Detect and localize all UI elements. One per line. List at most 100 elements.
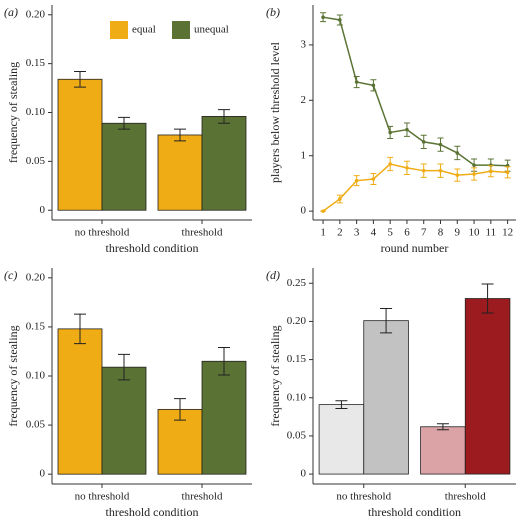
x-tick-label: 6 <box>404 227 410 239</box>
y-tick-label: 0.15 <box>26 57 46 69</box>
point <box>472 163 476 167</box>
y-tick-label: 0.25 <box>287 277 307 289</box>
point <box>438 168 443 173</box>
error-bar <box>380 307 393 334</box>
x-axis-title: threshold condition <box>368 505 461 517</box>
y-tick-label: 0 <box>301 205 307 217</box>
y-tick-label: 0.20 <box>26 271 46 283</box>
error-bar <box>74 70 86 88</box>
point <box>505 170 510 175</box>
x-tick-label: 8 <box>438 227 444 239</box>
y-axis-title: frequency of stealing <box>6 325 20 426</box>
y-tick-label: 0.10 <box>26 370 46 382</box>
point <box>371 177 376 181</box>
error-bar <box>74 313 86 345</box>
x-tick-label: 2 <box>337 227 343 239</box>
error-bar <box>218 109 230 124</box>
x-axis-title: threshold condition <box>106 241 199 255</box>
bar <box>201 360 247 475</box>
x-tick-label: no threshold <box>75 227 130 239</box>
error-bar <box>174 128 186 142</box>
legend-label: equal <box>132 24 156 36</box>
bar <box>464 298 511 475</box>
bar <box>420 426 466 475</box>
x-tick-label: threshold <box>182 491 223 503</box>
bar <box>57 78 103 211</box>
point <box>489 169 493 174</box>
y-tick-label: 0.15 <box>26 320 46 332</box>
y-tick-label: 0.20 <box>287 315 307 327</box>
bar <box>101 366 147 475</box>
bar <box>201 116 247 211</box>
x-tick-label: 1 <box>320 227 326 239</box>
y-tick-label: 0 <box>40 204 46 216</box>
point <box>321 209 325 213</box>
error-bar <box>218 347 230 376</box>
x-tick-label: 9 <box>455 227 461 239</box>
y-tick-label: 2 <box>301 94 307 106</box>
bar <box>101 122 147 211</box>
point <box>321 15 325 19</box>
y-tick-label: 0.05 <box>26 419 46 431</box>
y-tick-label: 0.15 <box>287 353 307 365</box>
x-axis-title: round number <box>381 241 449 255</box>
error-bar <box>436 423 449 431</box>
y-tick-label: 3 <box>301 38 307 50</box>
point <box>472 172 476 176</box>
point <box>421 140 426 144</box>
bar <box>157 134 203 211</box>
x-tick-label: threshold <box>445 491 486 503</box>
x-tick-label: 5 <box>387 227 393 239</box>
point <box>388 130 392 135</box>
x-axis-title: threshold condition <box>106 505 199 517</box>
panel-label: (c) <box>4 268 17 282</box>
line <box>322 163 508 212</box>
x-tick-label: 10 <box>469 227 481 239</box>
y-axis-title: frequency of stealing <box>268 325 282 426</box>
point <box>371 83 376 88</box>
panel-label: (d) <box>266 268 280 282</box>
x-tick-label: 11 <box>486 227 497 239</box>
panel-label: (b) <box>266 5 280 19</box>
point <box>354 178 359 183</box>
point <box>421 168 426 173</box>
panel-label: (a) <box>4 5 18 19</box>
y-axis-title: frequency of stealing <box>6 62 20 163</box>
x-tick-label: 12 <box>502 227 513 239</box>
legend-label: unequal <box>194 24 229 36</box>
y-tick-label: 1 <box>301 149 307 161</box>
line <box>322 16 508 167</box>
y-tick-label: 0.20 <box>26 8 46 20</box>
y-tick-label: 0.05 <box>287 429 307 441</box>
error-bar <box>481 283 494 314</box>
point <box>338 18 342 22</box>
y-tick-label: 0.10 <box>287 391 307 403</box>
y-axis-title: players below threshold level <box>268 41 282 183</box>
point <box>338 197 342 201</box>
x-tick-label: no threshold <box>336 491 391 503</box>
y-tick-label: 0.05 <box>26 155 46 167</box>
point <box>455 151 460 155</box>
point <box>455 173 460 177</box>
point <box>388 162 392 166</box>
bar <box>57 328 103 475</box>
y-tick-label: 0 <box>40 468 46 480</box>
error-bar <box>118 353 130 381</box>
y-tick-label: 0 <box>301 468 307 480</box>
x-tick-label: threshold <box>182 227 223 239</box>
point <box>405 127 409 132</box>
legend-swatch <box>172 21 190 39</box>
x-tick-label: 7 <box>421 227 427 239</box>
error-bar <box>174 398 186 421</box>
error-bar <box>335 400 348 409</box>
x-tick-label: no threshold <box>75 491 130 503</box>
x-tick-label: 3 <box>354 227 360 239</box>
point <box>354 80 359 84</box>
y-tick-label: 0.10 <box>26 106 46 118</box>
point <box>438 142 443 147</box>
error-bar <box>118 116 130 130</box>
bar <box>318 404 365 475</box>
point <box>405 166 409 170</box>
legend-swatch <box>110 21 128 39</box>
